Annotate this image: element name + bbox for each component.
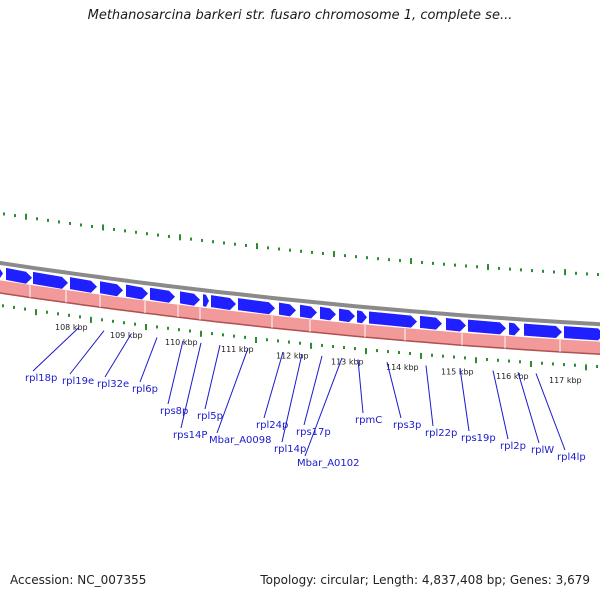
gene-arrow [279,302,296,317]
tick-label: 113 kbp [331,357,364,366]
accession-text: Accession: NC_007355 [10,573,147,587]
gene-label: rps19p [461,433,496,444]
gene-label: rpl19e [62,376,94,387]
tick-label: 114 kbp [386,363,419,372]
gene-arrow [339,308,355,323]
gene-label: rpl6p [132,384,158,395]
gene-arrow [238,298,275,315]
gene-label: rpl4lp [557,452,586,463]
gene-arrow [357,310,367,324]
gene-label: rpl18p [25,373,57,384]
gene-label: rplW [531,445,554,456]
tick-label: 108 kbp [55,323,88,332]
gene-arrow [524,323,562,339]
gene-label: Mbar_A0102 [297,458,360,469]
tick-label: 115 kbp [441,368,474,377]
gene-arrow [203,294,209,307]
gene-arrow [420,315,442,330]
tick-label: 111 kbp [221,345,254,354]
gene-arrow [564,326,600,341]
map-title: Methanosarcina barkeri str. fusaro chrom… [87,8,513,23]
tick-label: 117 kbp [549,376,582,385]
gene-arrow [33,271,68,289]
gene-arrow [446,317,466,332]
topology-length-genes-text: Topology: circular; Length: 4,837,408 bp… [260,573,590,587]
gene-label: rpl5p [197,411,223,422]
gene-label: rpl14p [274,444,306,455]
gene-arrow [211,295,236,310]
tick-label: 109 kbp [110,331,143,340]
gene-arrow [150,287,175,303]
gene-label: rpmC [355,415,382,426]
gene-arrow [100,281,123,297]
gene-arrow [0,268,3,278]
gene-label: rpl2p [500,441,526,452]
gene-arrow [70,277,97,293]
tick-label: 112 kbp [276,352,309,361]
outer-dotted-ring [3,212,599,277]
gene-arrow [320,306,336,321]
gene-label: rps14P [173,430,207,441]
gene-label: Mbar_A0098 [209,435,272,446]
tick-label: 110 kbp [165,338,198,347]
gene-label: rpl24p [256,420,288,431]
gene-arrow [509,322,520,336]
gene-arrow [180,291,200,306]
gene-label: rps3p [393,420,421,431]
gene-arrow [126,284,148,300]
gene-label: rpl32e [97,379,129,390]
position-ticks: 108 kbp 109 kbp 110 kbp 111 kbp 112 kbp 113 k… [2,304,598,385]
gene-label: rps8p [160,406,188,417]
gene-arrow [6,267,32,284]
gene-arrow [369,311,417,328]
gene-track [0,260,600,355]
gene-arrow [468,319,506,335]
gene-arrow [300,304,317,319]
tick-label: 116 kbp [496,372,529,381]
gene-label: rpl22p [425,428,457,439]
